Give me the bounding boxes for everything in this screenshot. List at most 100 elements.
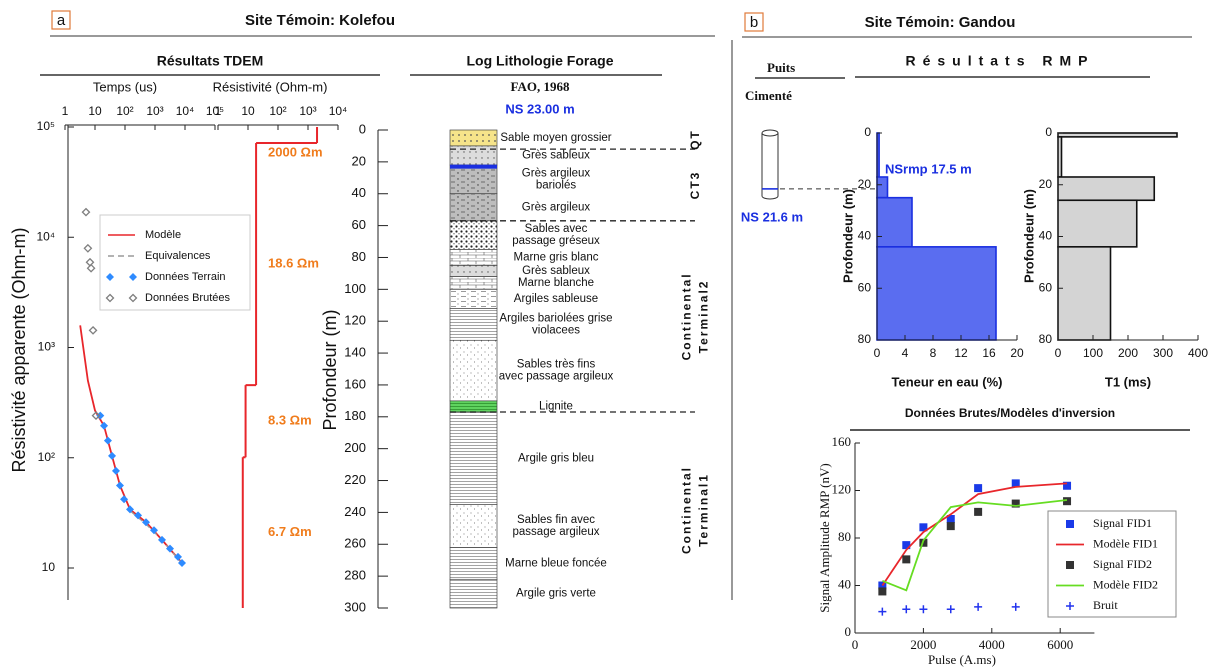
x-tick-label: 10 — [88, 104, 102, 118]
x-tick-label: 10² — [116, 104, 133, 118]
series-line — [79, 325, 183, 564]
layer-label: Sables fin avec — [517, 514, 595, 526]
legend — [99, 214, 251, 311]
litho-layer — [449, 193, 498, 222]
y-tick-label: 0 — [359, 121, 366, 136]
data-point — [86, 263, 96, 273]
data-point — [878, 587, 887, 596]
value-label: 6.7 Ωm — [268, 524, 312, 539]
x-axis-title: Résistivité (Ohm-m) — [213, 79, 328, 94]
x-tick-label: 4000 — [979, 637, 1005, 652]
layer-label: Argile gris verte — [516, 588, 596, 600]
y-tick-label: 20 — [352, 153, 366, 168]
data-point — [902, 555, 911, 564]
litho-layer — [449, 129, 498, 147]
y-tick-label: 10³ — [38, 340, 55, 354]
layer-label: Sables avec — [525, 223, 588, 235]
litho-layer — [449, 504, 498, 548]
layer-label: Grès sableux — [522, 150, 590, 162]
y-tick-label: 120 — [344, 313, 366, 328]
legend-label: Signal FID1 — [1093, 516, 1152, 530]
y-tick-label: 60 — [1039, 280, 1053, 294]
data-point — [141, 518, 150, 527]
x-tick-label: 2000 — [910, 637, 936, 652]
well-bottom — [761, 195, 779, 200]
legend-swatch — [105, 293, 115, 303]
layer-label: Lignite — [539, 400, 573, 412]
y-tick-label: 80 — [1039, 332, 1053, 346]
y-tick-label: 10² — [38, 450, 55, 464]
layer-label: Grès sableux — [522, 265, 590, 277]
value-label: 2000 Ωm — [268, 144, 323, 159]
data-point — [919, 523, 928, 532]
value-label: 8.3 Ωm — [268, 413, 312, 428]
layer-label: passage gréseux — [512, 235, 600, 247]
legend-swatch — [106, 273, 114, 281]
data-point — [100, 421, 109, 430]
panel-title: Site Témoin: Kolefou — [245, 12, 395, 29]
group-label: Terminal2 — [697, 280, 711, 354]
legend-label: Données Brutées — [145, 292, 230, 304]
x-tick-label: 400 — [1188, 346, 1208, 360]
data-point — [81, 207, 91, 217]
legend-label: Equivalences — [145, 250, 211, 262]
data-point — [1063, 481, 1072, 490]
y-tick-label: 280 — [344, 568, 366, 583]
section-title: Résultats RMP — [905, 53, 1094, 69]
x-tick-label: 8 — [930, 346, 937, 360]
legend-label: Modèle FID1 — [1093, 536, 1158, 550]
layer-label: Grès argileux — [522, 167, 591, 179]
x-tick-label: 4 — [902, 346, 909, 360]
x-tick-label: 1 — [215, 104, 222, 118]
data-point — [902, 605, 911, 614]
y-axis-title: Profondeur (m) — [1021, 189, 1036, 283]
y-tick-label: 240 — [344, 504, 366, 519]
legend-swatch — [1066, 561, 1074, 569]
legend-label: Signal FID2 — [1093, 557, 1152, 571]
x-tick-label: 0 — [1055, 346, 1062, 360]
data-point — [115, 481, 124, 490]
well-subtitle: Cimenté — [745, 88, 792, 103]
group-label: Continental — [680, 272, 694, 360]
litho-layer — [449, 547, 498, 580]
x-tick-label: 0 — [874, 346, 881, 360]
data-point — [974, 484, 983, 493]
y-tick-label: 0 — [845, 624, 852, 639]
litho-layer — [449, 400, 498, 413]
panel-box — [51, 10, 71, 30]
profile-layer — [1057, 246, 1112, 341]
x-tick-label: 300 — [1153, 346, 1173, 360]
y-tick-label: 40 — [838, 576, 851, 591]
y-tick-label: 60 — [858, 280, 872, 294]
y-tick-label: 200 — [344, 440, 366, 455]
section-title: Log Lithologie Forage — [467, 53, 614, 69]
x-tick-label: 100 — [1083, 346, 1103, 360]
data-point — [946, 515, 955, 523]
legend-label: Bruit — [1093, 598, 1118, 612]
legend-swatch — [129, 273, 137, 281]
y-tick-label: 140 — [344, 345, 366, 360]
water-level — [450, 164, 497, 169]
y-tick-label: 10 — [42, 560, 56, 574]
x-axis-title: Pulse (A.ms) — [928, 652, 996, 667]
panel-box — [744, 12, 764, 32]
y-tick-label: 160 — [344, 376, 366, 391]
group-label: Terminal1 — [697, 473, 711, 547]
profile-layer — [1057, 199, 1138, 248]
annotation: NSrmp 17.5 m — [885, 161, 972, 176]
y-axis-title: Signal Amplitude RMP (nV) — [817, 463, 832, 612]
x-tick-label: 20 — [1010, 346, 1024, 360]
x-axis-title: T1 (ms) — [1105, 374, 1151, 389]
layer-label: Sables très fins — [517, 359, 596, 371]
y-tick-label: 0 — [1045, 125, 1052, 139]
data-point — [946, 605, 955, 614]
y-tick-label: 40 — [858, 229, 872, 243]
data-point — [134, 511, 143, 520]
y-axis-title: Profondeur (m) — [840, 189, 855, 283]
data-point — [88, 325, 98, 335]
x-axis-title: Teneur en eau (%) — [891, 374, 1002, 389]
y-tick-label: 10⁴ — [36, 229, 55, 243]
water-level-label: NS 23.00 m — [505, 101, 574, 116]
layer-label: avec passage argileux — [499, 371, 614, 383]
